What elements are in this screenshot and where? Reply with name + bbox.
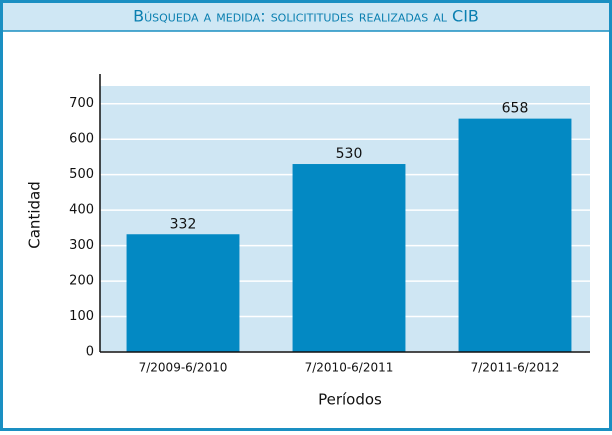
bar (292, 164, 406, 352)
data-label: 658 (502, 101, 529, 117)
y-tick-label: 600 (69, 132, 94, 147)
y-tick-label: 300 (69, 238, 94, 253)
x-axis-label: Períodos (318, 391, 382, 409)
data-label: 530 (336, 146, 363, 162)
x-tick-label: 7/2009-6/2010 (139, 361, 228, 375)
bar (126, 234, 240, 352)
y-tick-label: 700 (69, 96, 94, 111)
y-tick-label: 0 (86, 345, 94, 360)
x-tick-label: 7/2010-6/2011 (305, 361, 394, 375)
y-tick-label: 200 (69, 274, 94, 289)
y-tick-label: 500 (69, 167, 94, 182)
header-band (3, 3, 609, 31)
data-label: 332 (170, 216, 197, 232)
y-axis-label: Cantidad (26, 181, 44, 248)
bar (458, 118, 572, 352)
y-tick-label: 400 (69, 203, 94, 218)
y-tick-label: 100 (69, 309, 94, 324)
x-tick-label: 7/2011-6/2012 (471, 361, 560, 375)
chart-title: Búsqueda a medida: solicititudes realiza… (133, 7, 479, 26)
